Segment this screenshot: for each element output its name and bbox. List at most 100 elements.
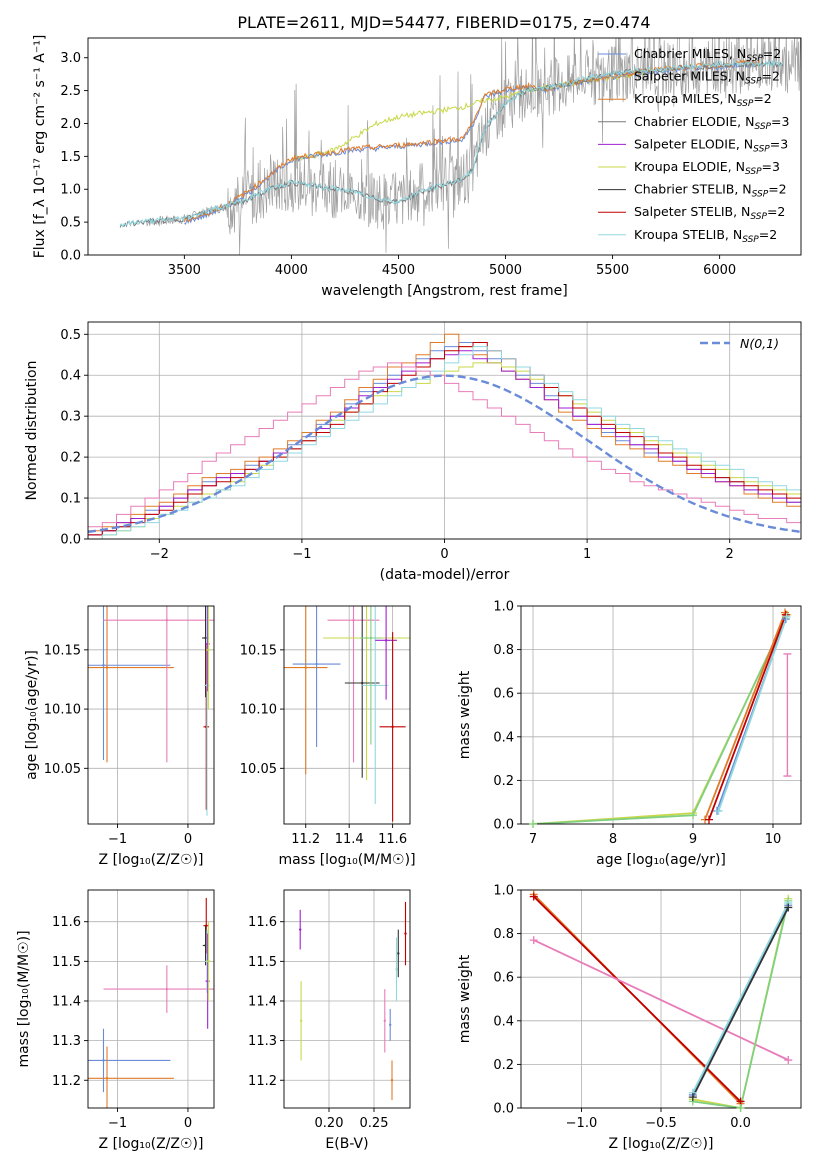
x-tick-label: 4000 xyxy=(275,263,308,278)
y-tick-label: 10.10 xyxy=(44,703,81,718)
mass-weight-line xyxy=(533,895,742,1103)
panel-mass_vs_Z: −1 0 11.2 11.3 11.4 11.5 11.6 Z [log₁₀(Z/Z☉)] ma… xyxy=(16,889,215,1152)
grid-lines xyxy=(284,606,410,824)
axes-frame xyxy=(87,321,802,540)
legend-label: Salpeter STELIB, NSSP=2 xyxy=(634,204,785,222)
plus-marker xyxy=(529,892,538,901)
x-tick-label: 4500 xyxy=(382,263,415,278)
x-axis-label: E(B-V) xyxy=(325,1136,368,1152)
panel-age_vs_mass: 11.2 11.4 11.6 10.05 10.10 10.15 mass [log₁₀(M… xyxy=(240,605,416,868)
data-point xyxy=(369,636,373,640)
x-tick-label: −1 xyxy=(292,547,311,562)
y-tick-label: 10.05 xyxy=(240,762,277,777)
x-tick-label: 0 xyxy=(184,1116,192,1131)
mass-weight-line xyxy=(717,616,788,812)
panel-mass_vs_ebv: 0.20 0.25 11.2 11.3 11.4 11.5 11.6 E(B-V) xyxy=(248,889,411,1152)
x-tick-label: 0.25 xyxy=(360,1116,389,1131)
y-tick-label: 0.4 xyxy=(60,369,81,384)
data-point xyxy=(105,666,109,669)
y-tick-label: 0.0 xyxy=(60,249,81,264)
y-tick-label: 10.15 xyxy=(240,643,277,658)
x-tick-label: 0.20 xyxy=(315,1116,344,1131)
y-tick-label: 3.0 xyxy=(60,51,81,66)
y-tick-label: 0.6 xyxy=(493,687,514,702)
plus-marker xyxy=(688,1093,697,1102)
plot-area xyxy=(533,893,790,1108)
y-tick-label: 0.8 xyxy=(493,643,514,658)
legend-label: N(0,1) xyxy=(740,336,779,351)
data-point xyxy=(102,664,105,667)
x-tick-label: 5500 xyxy=(596,263,629,278)
histogram-step-line xyxy=(88,342,801,539)
plot-area xyxy=(119,38,801,255)
legend-label: Kroupa STELIB, NSSP=2 xyxy=(634,227,777,245)
legend-label: Salpeter ELODIE, NSSP=3 xyxy=(634,136,788,154)
y-tick-label: 0.0 xyxy=(493,818,514,833)
x-tick-label: −0.5 xyxy=(645,1116,677,1131)
x-tick-label: 8 xyxy=(609,832,617,847)
data-point xyxy=(352,619,355,622)
legend-label: Salpeter MILES, NSSP=2 xyxy=(634,69,780,87)
spectrum-legend: Chabrier MILES, NSSP=2 Salpeter MILES, NS… xyxy=(598,46,789,245)
plot-area xyxy=(88,333,801,539)
axes-frame xyxy=(87,889,215,1109)
legend-label: Kroupa MILES, NSSP=2 xyxy=(634,91,772,109)
y-tick-label: 1.0 xyxy=(493,884,514,899)
grid-lines xyxy=(521,605,801,825)
y-tick-label: 11.4 xyxy=(248,994,277,1009)
gaussian-curve xyxy=(88,374,801,533)
x-tick-label: 0 xyxy=(184,832,192,847)
y-tick-label: 11.6 xyxy=(52,915,81,930)
y-tick-label: 0.0 xyxy=(60,533,81,548)
y-tick-label: 0.0 xyxy=(493,1102,514,1117)
data-point xyxy=(204,636,207,640)
x-axis-label: mass [log₁₀(M/M☉)] xyxy=(278,852,415,868)
x-tick-label: 11.2 xyxy=(291,832,320,847)
grid-lines xyxy=(521,889,801,1109)
mass-weight-line xyxy=(704,612,786,820)
mass-weight-line xyxy=(691,902,790,1094)
x-tick-label: 9 xyxy=(689,832,697,847)
y-tick-label: 0.2 xyxy=(60,451,81,466)
y-tick-label: 11.2 xyxy=(52,1074,81,1089)
y-tick-label: 10.10 xyxy=(240,703,277,718)
x-axis-label: age [log₁₀(age/yr)] xyxy=(596,852,726,868)
y-tick-label: 0.5 xyxy=(60,216,81,231)
data-point xyxy=(374,684,377,687)
y-tick-label: 10.15 xyxy=(44,643,81,658)
plus-marker xyxy=(529,936,538,945)
y-tick-label: 11.3 xyxy=(52,1034,81,1049)
x-tick-label: 5000 xyxy=(489,263,522,278)
y-axis-label: age [log₁₀(age/yr)] xyxy=(24,650,40,780)
data-point xyxy=(383,1019,386,1022)
mass-weight-line xyxy=(708,614,787,820)
legend-label: Chabrier STELIB, NSSP=2 xyxy=(634,182,787,200)
model-line-chabrier-elodie xyxy=(119,60,784,228)
mass-weight-line xyxy=(692,900,790,1108)
model-line-kroupa-miles xyxy=(183,59,763,223)
x-axis-label: Z [log₁₀(Z/Z☉)] xyxy=(609,1136,714,1152)
data-point xyxy=(389,1023,392,1026)
x-tick-label: 6000 xyxy=(703,263,736,278)
plus-marker xyxy=(782,612,791,621)
panel-spectrum: 3500 4000 4500 5000 5500 6000 0.0 0.5 1.0 1.5 2.0 2… xyxy=(32,35,802,299)
y-tick-label: 2.5 xyxy=(60,84,81,99)
mass-weight-line xyxy=(691,906,790,1098)
x-tick-label: 10 xyxy=(765,832,782,847)
x-tick-label: 2 xyxy=(726,547,734,562)
y-axis-label: mass [log₁₀(M/M☉)] xyxy=(16,930,32,1067)
axes-frame xyxy=(520,605,802,825)
x-axis-label: Z [log₁₀(Z/Z☉)] xyxy=(99,852,204,868)
data-point xyxy=(165,619,169,622)
plot-area xyxy=(532,612,789,824)
legend-label: Kroupa ELODIE, NSSP=3 xyxy=(634,159,780,177)
grid-lines xyxy=(88,606,214,824)
plot-area xyxy=(299,901,407,1101)
x-tick-label: −1 xyxy=(108,1116,127,1131)
plus-marker xyxy=(529,820,537,828)
plus-marker xyxy=(705,815,713,824)
data-point xyxy=(390,1079,394,1082)
plot-area xyxy=(284,606,410,822)
histogram-step-line xyxy=(88,333,801,539)
